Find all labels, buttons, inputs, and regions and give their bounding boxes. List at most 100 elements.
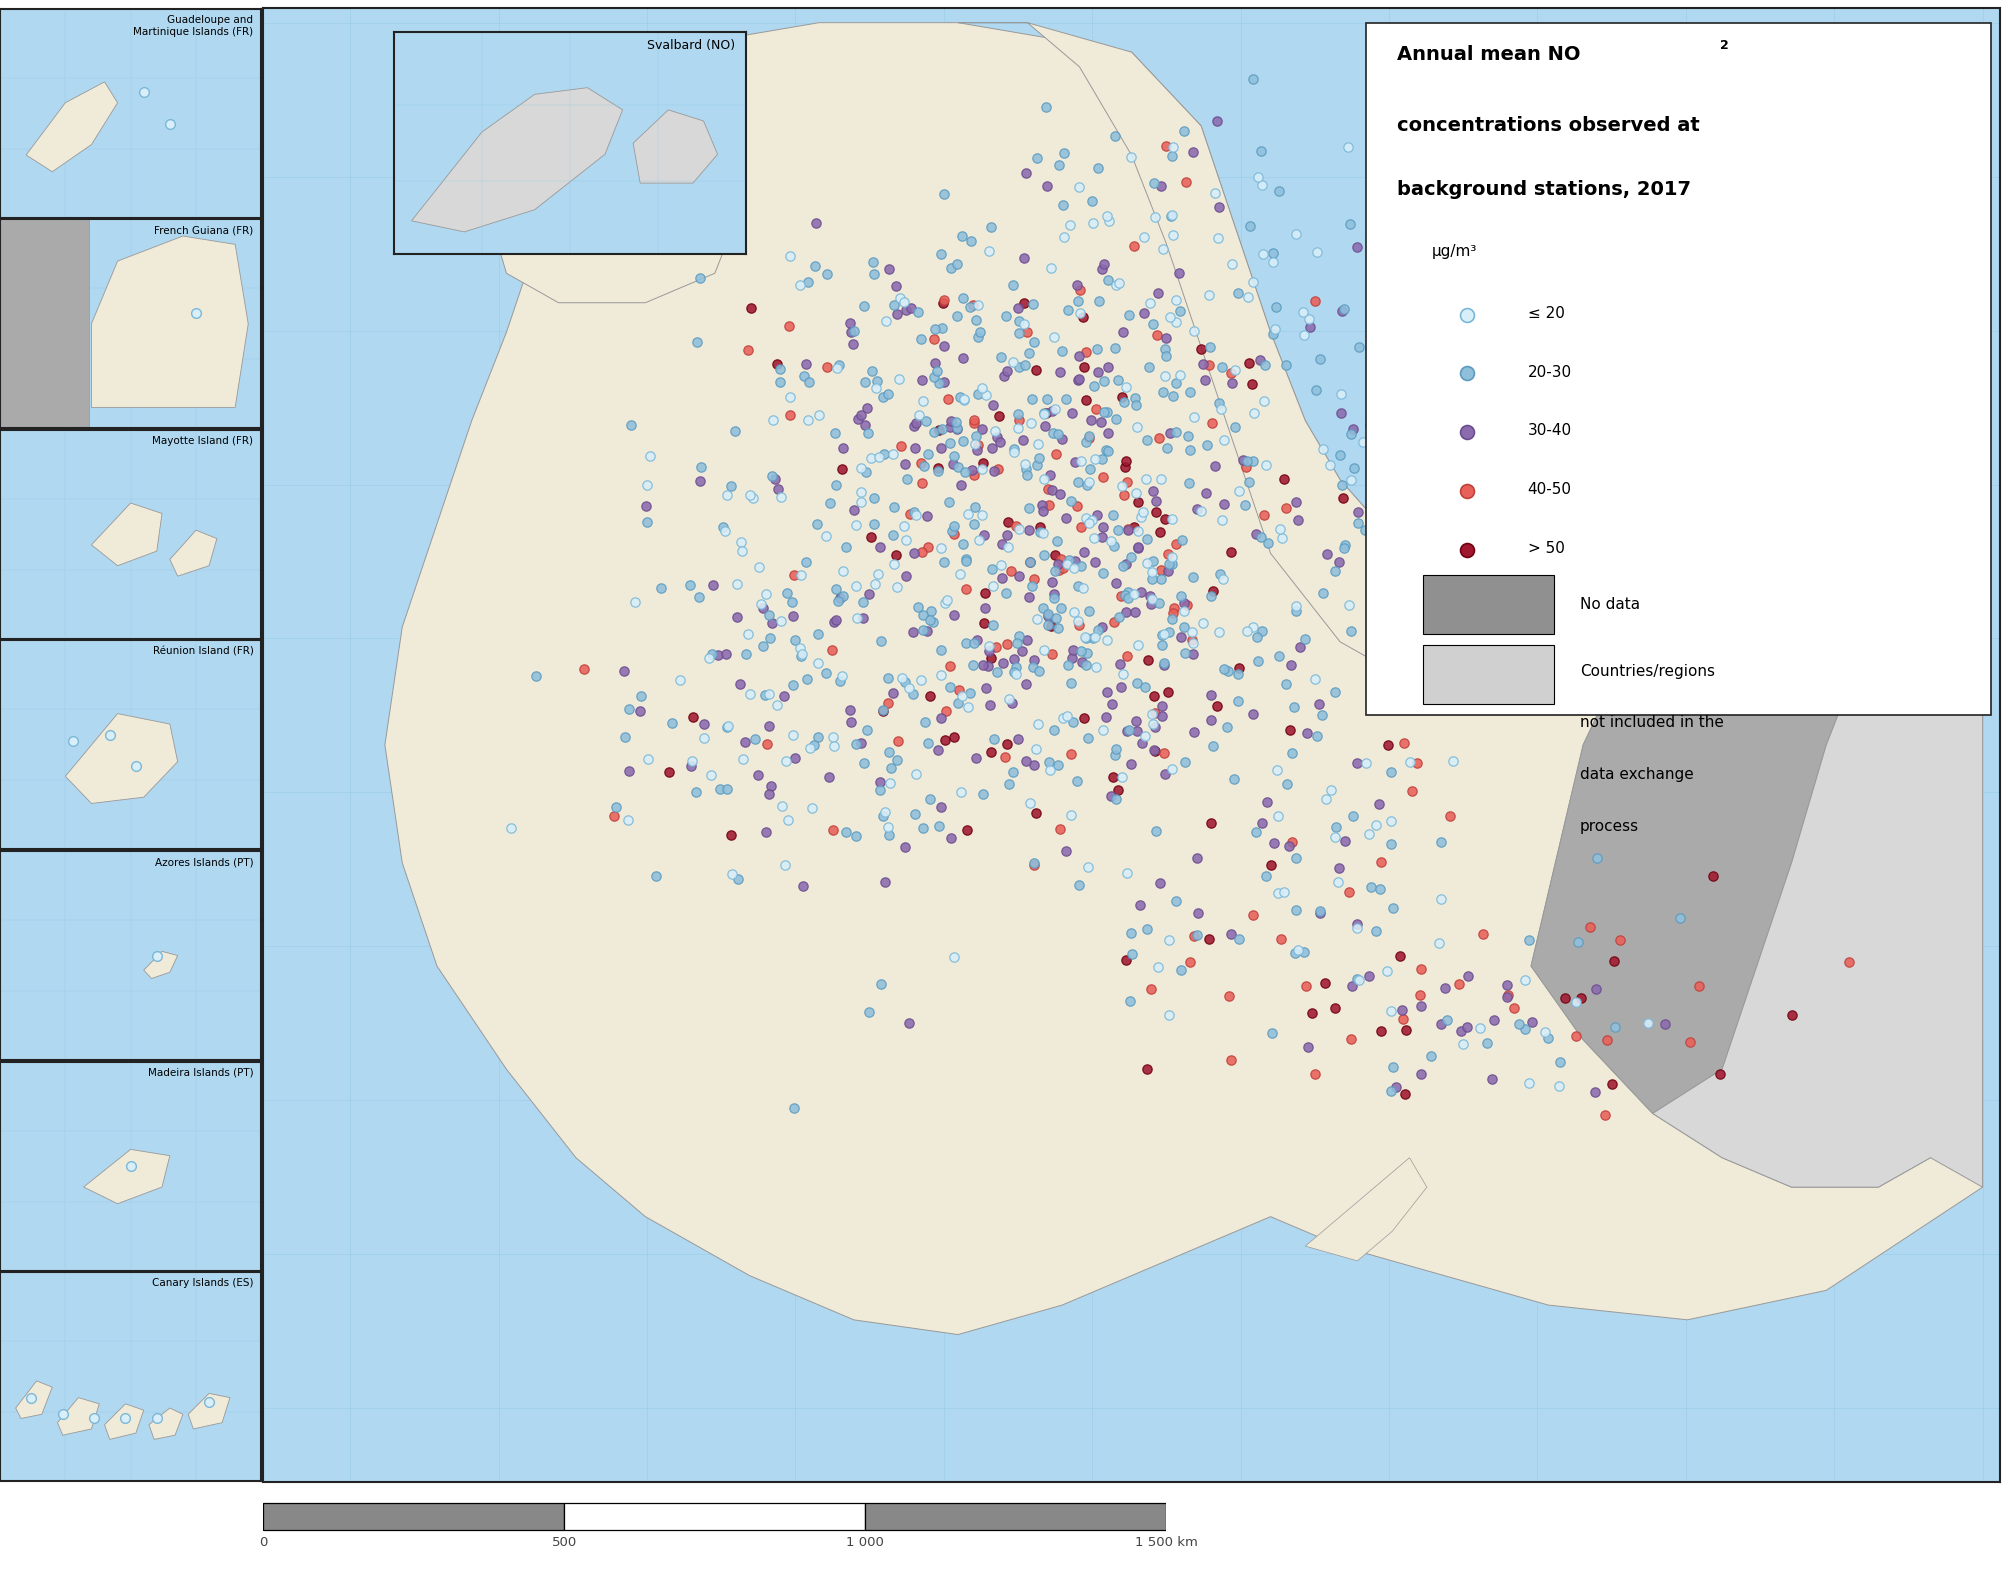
Point	[1087, 561, 1120, 586]
Point	[997, 273, 1029, 298]
Point	[969, 580, 1001, 605]
Point	[1057, 555, 1089, 580]
Point	[1397, 613, 1429, 639]
Point	[1395, 778, 1427, 804]
Point	[1144, 558, 1176, 583]
Point	[828, 434, 860, 460]
Point	[1343, 967, 1375, 992]
Point	[1343, 499, 1375, 525]
Point	[1148, 236, 1180, 262]
Point	[1304, 899, 1337, 924]
Point	[1021, 431, 1053, 456]
Point	[1069, 651, 1101, 677]
Point	[1319, 558, 1351, 583]
Point	[872, 689, 904, 715]
Point	[519, 663, 551, 688]
Point	[935, 414, 967, 439]
Point	[1600, 1014, 1632, 1040]
Point	[1268, 880, 1300, 905]
Point	[874, 770, 907, 796]
Point	[1300, 377, 1333, 403]
Point	[784, 563, 816, 588]
Point	[1015, 574, 1047, 599]
Point	[1516, 1010, 1548, 1035]
Point	[1003, 353, 1035, 379]
Point	[872, 382, 904, 407]
Point	[1405, 957, 1437, 983]
Point	[784, 636, 816, 661]
Point	[1073, 423, 1106, 449]
Point	[1302, 691, 1335, 716]
Point	[1437, 629, 1469, 655]
Point	[866, 385, 898, 411]
Point	[792, 407, 824, 433]
Point	[894, 295, 927, 320]
Point	[999, 647, 1031, 672]
Point	[1174, 379, 1206, 404]
Point	[933, 674, 965, 699]
Point	[874, 740, 907, 766]
Point	[1079, 445, 1112, 471]
Point	[712, 715, 744, 740]
Point	[1079, 550, 1112, 575]
Point	[1114, 718, 1146, 743]
Point	[977, 393, 1009, 418]
Point	[1160, 287, 1192, 312]
Point	[1550, 984, 1582, 1010]
Point	[1337, 804, 1369, 829]
Point	[1415, 1043, 1447, 1068]
Point	[915, 786, 947, 812]
Point	[1091, 420, 1124, 445]
Point	[716, 862, 748, 888]
Point	[710, 518, 742, 544]
Point	[1047, 705, 1079, 731]
Point	[1443, 972, 1475, 997]
Point	[985, 344, 1017, 369]
Point	[925, 436, 957, 461]
Point	[1194, 334, 1226, 360]
Point	[613, 696, 645, 721]
Point	[1244, 138, 1276, 163]
Point	[1377, 1054, 1409, 1079]
Point	[1116, 751, 1148, 777]
Point	[1401, 750, 1433, 775]
Point	[993, 772, 1025, 797]
Point	[1003, 415, 1035, 441]
Point	[1035, 613, 1067, 639]
Point	[764, 369, 796, 395]
Point	[611, 807, 643, 832]
Point	[1152, 620, 1184, 645]
Point	[824, 352, 856, 377]
Point	[1419, 593, 1451, 618]
Point	[683, 585, 716, 610]
Point	[1387, 468, 1419, 493]
Point	[965, 320, 997, 346]
Point	[1033, 604, 1065, 629]
Point	[1055, 401, 1087, 426]
Point	[1033, 612, 1065, 637]
Polygon shape	[26, 82, 117, 171]
Point	[902, 300, 935, 325]
Point	[1246, 173, 1278, 198]
Point	[810, 353, 842, 379]
Point	[1262, 804, 1294, 829]
Point	[927, 315, 959, 341]
Point	[872, 257, 904, 282]
Point	[961, 307, 993, 333]
Point	[780, 628, 812, 653]
Point	[1077, 525, 1110, 550]
Point	[848, 751, 880, 777]
Point	[856, 250, 888, 276]
Point	[927, 417, 959, 442]
Point	[890, 298, 923, 323]
Point	[898, 499, 931, 525]
Point	[726, 529, 758, 555]
Point	[1085, 257, 1118, 282]
Point	[941, 303, 973, 328]
Polygon shape	[189, 1393, 229, 1430]
Point	[967, 781, 999, 807]
Point	[1079, 624, 1112, 650]
Point	[1025, 493, 1057, 518]
Point	[1112, 580, 1144, 605]
Point	[1011, 463, 1043, 488]
